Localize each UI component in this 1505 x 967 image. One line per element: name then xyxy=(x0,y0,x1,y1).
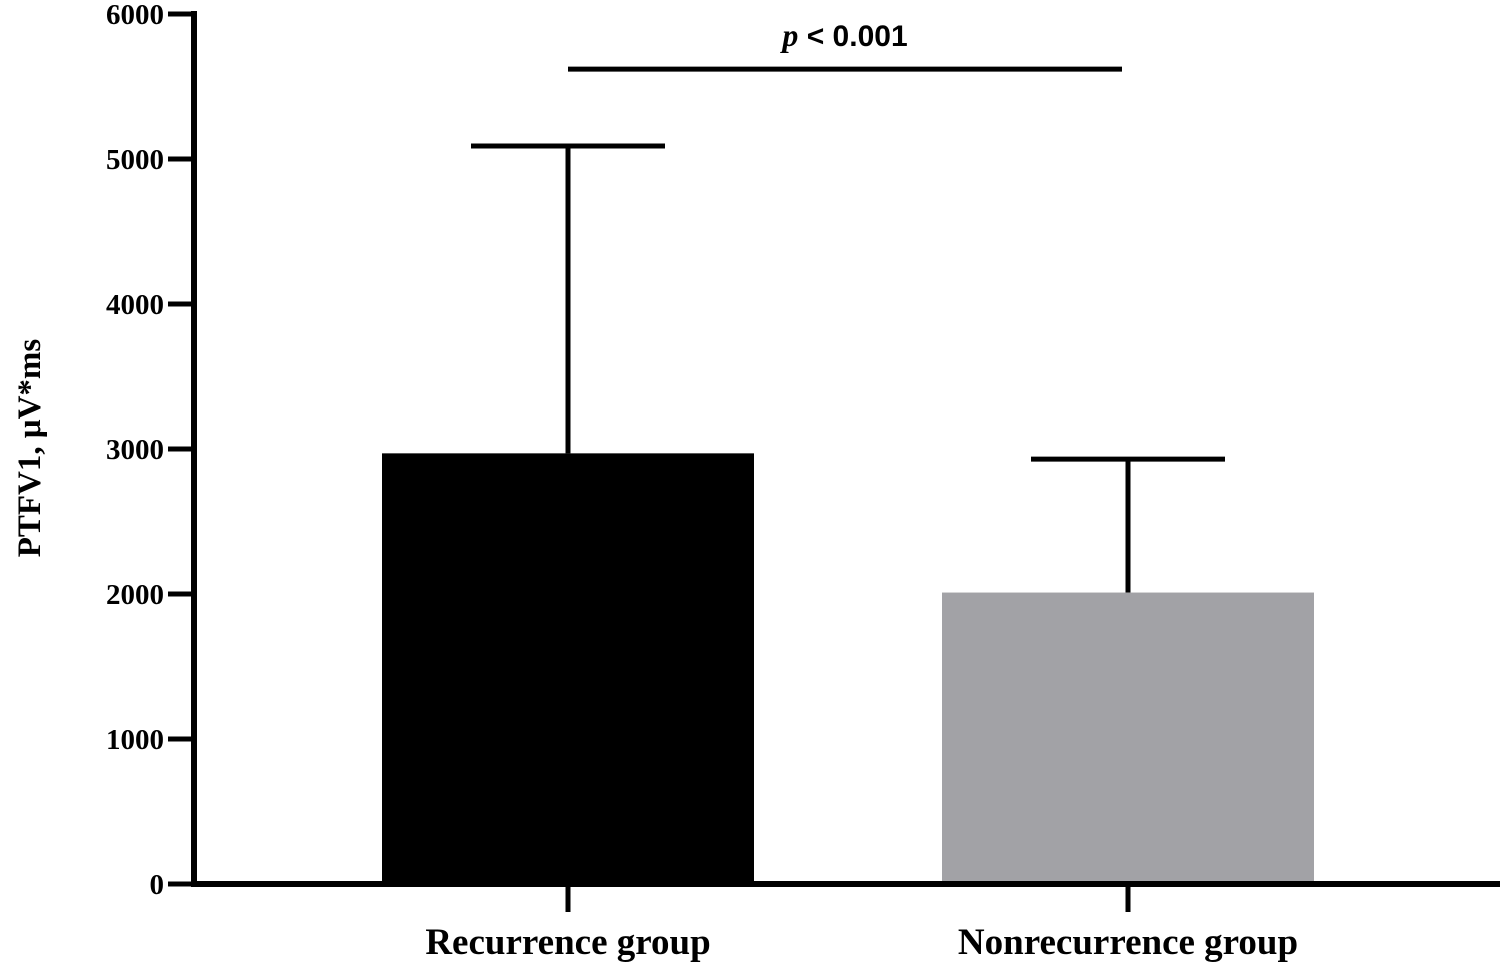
y-tick-label: 5000 xyxy=(106,144,164,176)
y-tick-label: 0 xyxy=(150,869,165,901)
p-symbol: p xyxy=(779,17,798,53)
p-value-rest: < 0.001 xyxy=(798,20,907,53)
p-value-label: p < 0.001 xyxy=(779,17,907,53)
error-bars-group xyxy=(471,143,1225,593)
y-tick-label: 2000 xyxy=(106,579,164,611)
bar-nonrecurrence-group xyxy=(942,592,1314,884)
significance-annotation: p < 0.001 xyxy=(568,17,1122,72)
x-ticks-group: Recurrence group Nonrecurrence group xyxy=(425,884,1298,963)
y-tick-label: 4000 xyxy=(106,289,164,321)
y-tick-label: 3000 xyxy=(106,434,164,466)
y-tick-label: 1000 xyxy=(106,724,164,756)
bars-group xyxy=(382,453,1314,884)
bar-recurrence-group xyxy=(382,453,754,884)
x-category-label: Nonrecurrence group xyxy=(958,922,1298,963)
y-tick-label: 6000 xyxy=(106,0,164,31)
y-ticks-group: 0 1000 2000 3000 4000 5000 6000 xyxy=(106,0,194,901)
x-category-label: Recurrence group xyxy=(425,922,710,963)
y-axis-title: PTFV1, μV*ms xyxy=(12,339,48,558)
